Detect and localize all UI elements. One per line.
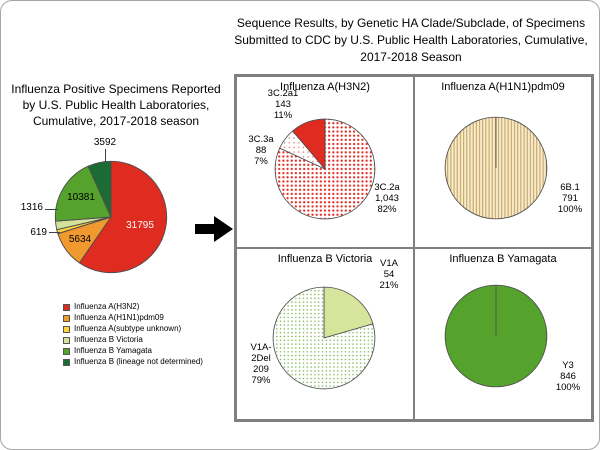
value-label-subtype-unknown: 619 — [30, 227, 47, 238]
chart-cell-h1n1: Influenza A(H1N1)pdm09 6B.1 791 100% — [414, 76, 592, 248]
chart-title-h3n2: Influenza A(H3N2) — [280, 81, 370, 93]
callout-y3: Y3 846 100% — [555, 360, 581, 393]
h1n1-clade-pie-chart — [444, 116, 548, 220]
legend-label: Influenza A(H3N2) — [74, 302, 140, 311]
callout-v1a: V1A 54 21% — [379, 258, 399, 291]
value-label-yamagata: 10381 — [67, 192, 95, 203]
callout-3c2a1: 3C.2a1 143 11% — [267, 88, 299, 121]
legend-swatch — [63, 314, 70, 322]
legend-item: Influenza B (lineage not determined) — [63, 358, 203, 366]
legend: Influenza A(H3N2) Influenza A(H1N1)pdm09 I… — [63, 303, 203, 369]
leader-line — [105, 149, 106, 162]
value-label-h3n2: 31795 — [126, 220, 154, 231]
leader-line — [45, 209, 58, 210]
callout-v1a-2del: V1A- 2Del 209 79% — [250, 342, 272, 386]
value-label-lineage-not-determined: 3592 — [93, 137, 117, 148]
b-victoria-clade-pie-chart — [272, 286, 376, 390]
callout-3c3a: 3C.3a 88 7% — [248, 134, 274, 167]
sequence-charts-grid: Influenza A(H3N2) 3C.2a1 143 11% 3C.3a 8… — [234, 74, 594, 422]
flow-arrow-icon — [195, 216, 233, 242]
b-yamagata-clade-pie-chart — [444, 284, 548, 388]
callout-3c2a: 3C.2a 1,043 82% — [374, 182, 400, 215]
legend-swatch — [63, 336, 70, 344]
sequence-results-title: Sequence Results, by Genetic HA Clade/Su… — [234, 16, 588, 64]
legend-item: Influenza A(H1N1)pdm09 — [63, 314, 203, 322]
legend-label: Influenza B Victoria — [74, 335, 143, 344]
positive-specimens-title: Influenza Positive Specimens Reported by… — [11, 82, 221, 129]
h3n2-clade-pie-chart — [274, 118, 376, 220]
legend-label: Influenza B (lineage not determined) — [74, 357, 203, 366]
callout-6b1: 6B.1 791 100% — [557, 182, 583, 215]
legend-item: Influenza B Victoria — [63, 336, 203, 344]
legend-item: Influenza A(subtype unknown) — [63, 325, 203, 333]
value-label-victoria: 1316 — [20, 202, 43, 213]
legend-label: Influenza A(H1N1)pdm09 — [74, 313, 164, 322]
legend-swatch — [63, 303, 70, 311]
leader-line — [49, 232, 60, 233]
chart-cell-h3n2: Influenza A(H3N2) 3C.2a1 143 11% 3C.3a 8… — [236, 76, 414, 248]
positive-specimens-pie-chart — [54, 160, 168, 274]
chart-title-h1n1: Influenza A(H1N1)pdm09 — [441, 81, 565, 93]
legend-item: Influenza B Yamagata — [63, 347, 203, 355]
value-label-h1n1: 5634 — [68, 234, 92, 245]
legend-item: Influenza A(H3N2) — [63, 303, 203, 311]
legend-swatch — [63, 325, 70, 333]
legend-label: Influenza B Yamagata — [74, 346, 152, 355]
chart-title-b-victoria: Influenza B Victoria — [277, 253, 373, 265]
chart-title-b-yamagata: Influenza B Yamagata — [449, 253, 557, 265]
chart-cell-b-victoria: Influenza B Victoria V1A 54 21% V1A- 2De… — [236, 248, 414, 420]
legend-label: Influenza A(subtype unknown) — [74, 324, 182, 333]
legend-swatch — [63, 347, 70, 355]
legend-swatch — [63, 358, 70, 366]
chart-cell-b-yamagata: Influenza B Yamagata Y3 846 100% — [414, 248, 592, 420]
